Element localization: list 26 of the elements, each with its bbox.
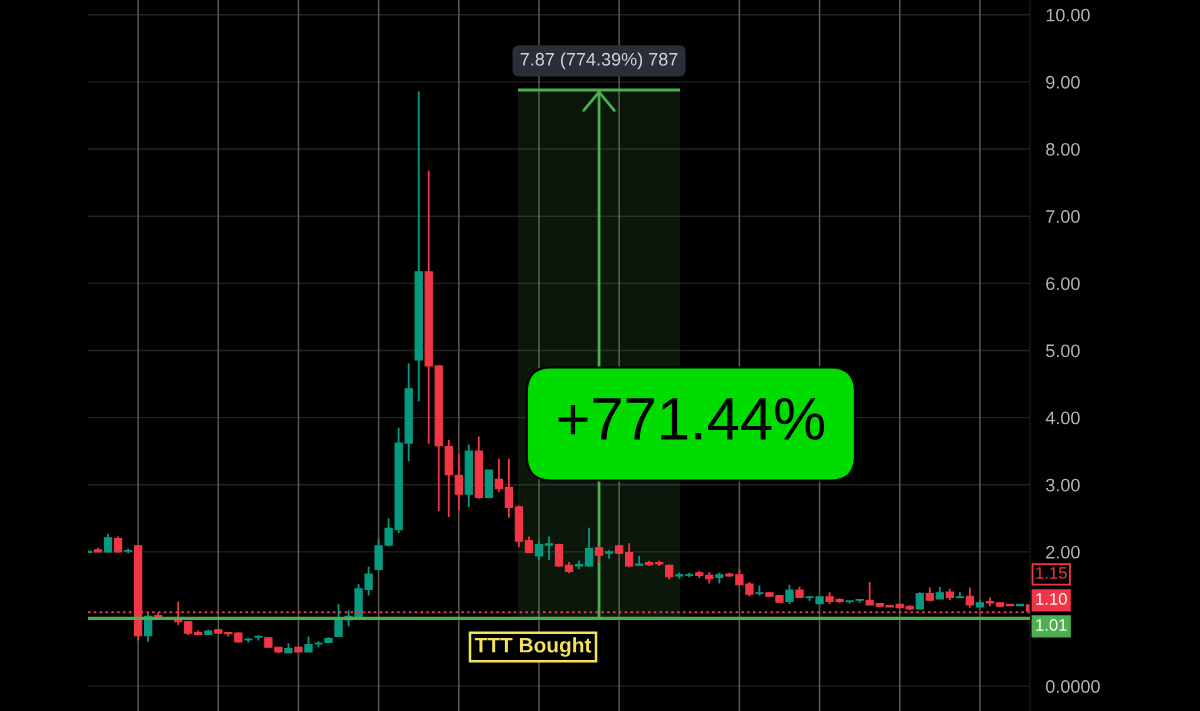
y-tick-label: 7.00 (1046, 210, 1080, 223)
candlestick (785, 583, 794, 606)
annotation: +771.44% (558, 397, 825, 440)
candlestick (584, 526, 594, 568)
candlestick (454, 452, 463, 512)
band-label: 7.87 (774.39%) 787 (520, 52, 678, 70)
ref-line-label: 1.01 (1036, 619, 1067, 631)
candlestick (624, 542, 634, 569)
y-tick-label: 9.00 (1046, 75, 1080, 89)
candlestick (544, 535, 554, 561)
y-tick-label: 2.00 (1046, 545, 1080, 559)
annotation: TTT Bought (474, 637, 592, 657)
candlestick (534, 539, 544, 561)
y-tick-label: 10.00 (1046, 8, 1090, 22)
y-tick-label: 3.00 (1045, 478, 1080, 492)
text: 1.15 (1036, 567, 1067, 579)
candlestick (103, 532, 113, 554)
candlestick (494, 457, 504, 494)
ref-line-label: 1.10 (1036, 593, 1067, 605)
y-tick-label: 8.00 (1046, 142, 1080, 156)
y-tick-label: 0.0000 (1045, 680, 1100, 693)
candlestick (504, 457, 514, 519)
y-tick-label: 6.00 (1046, 277, 1080, 291)
candlestick (965, 586, 975, 609)
y-tick-label: 4.00 (1045, 411, 1080, 425)
y-tick-label: 5.00 (1046, 344, 1080, 358)
